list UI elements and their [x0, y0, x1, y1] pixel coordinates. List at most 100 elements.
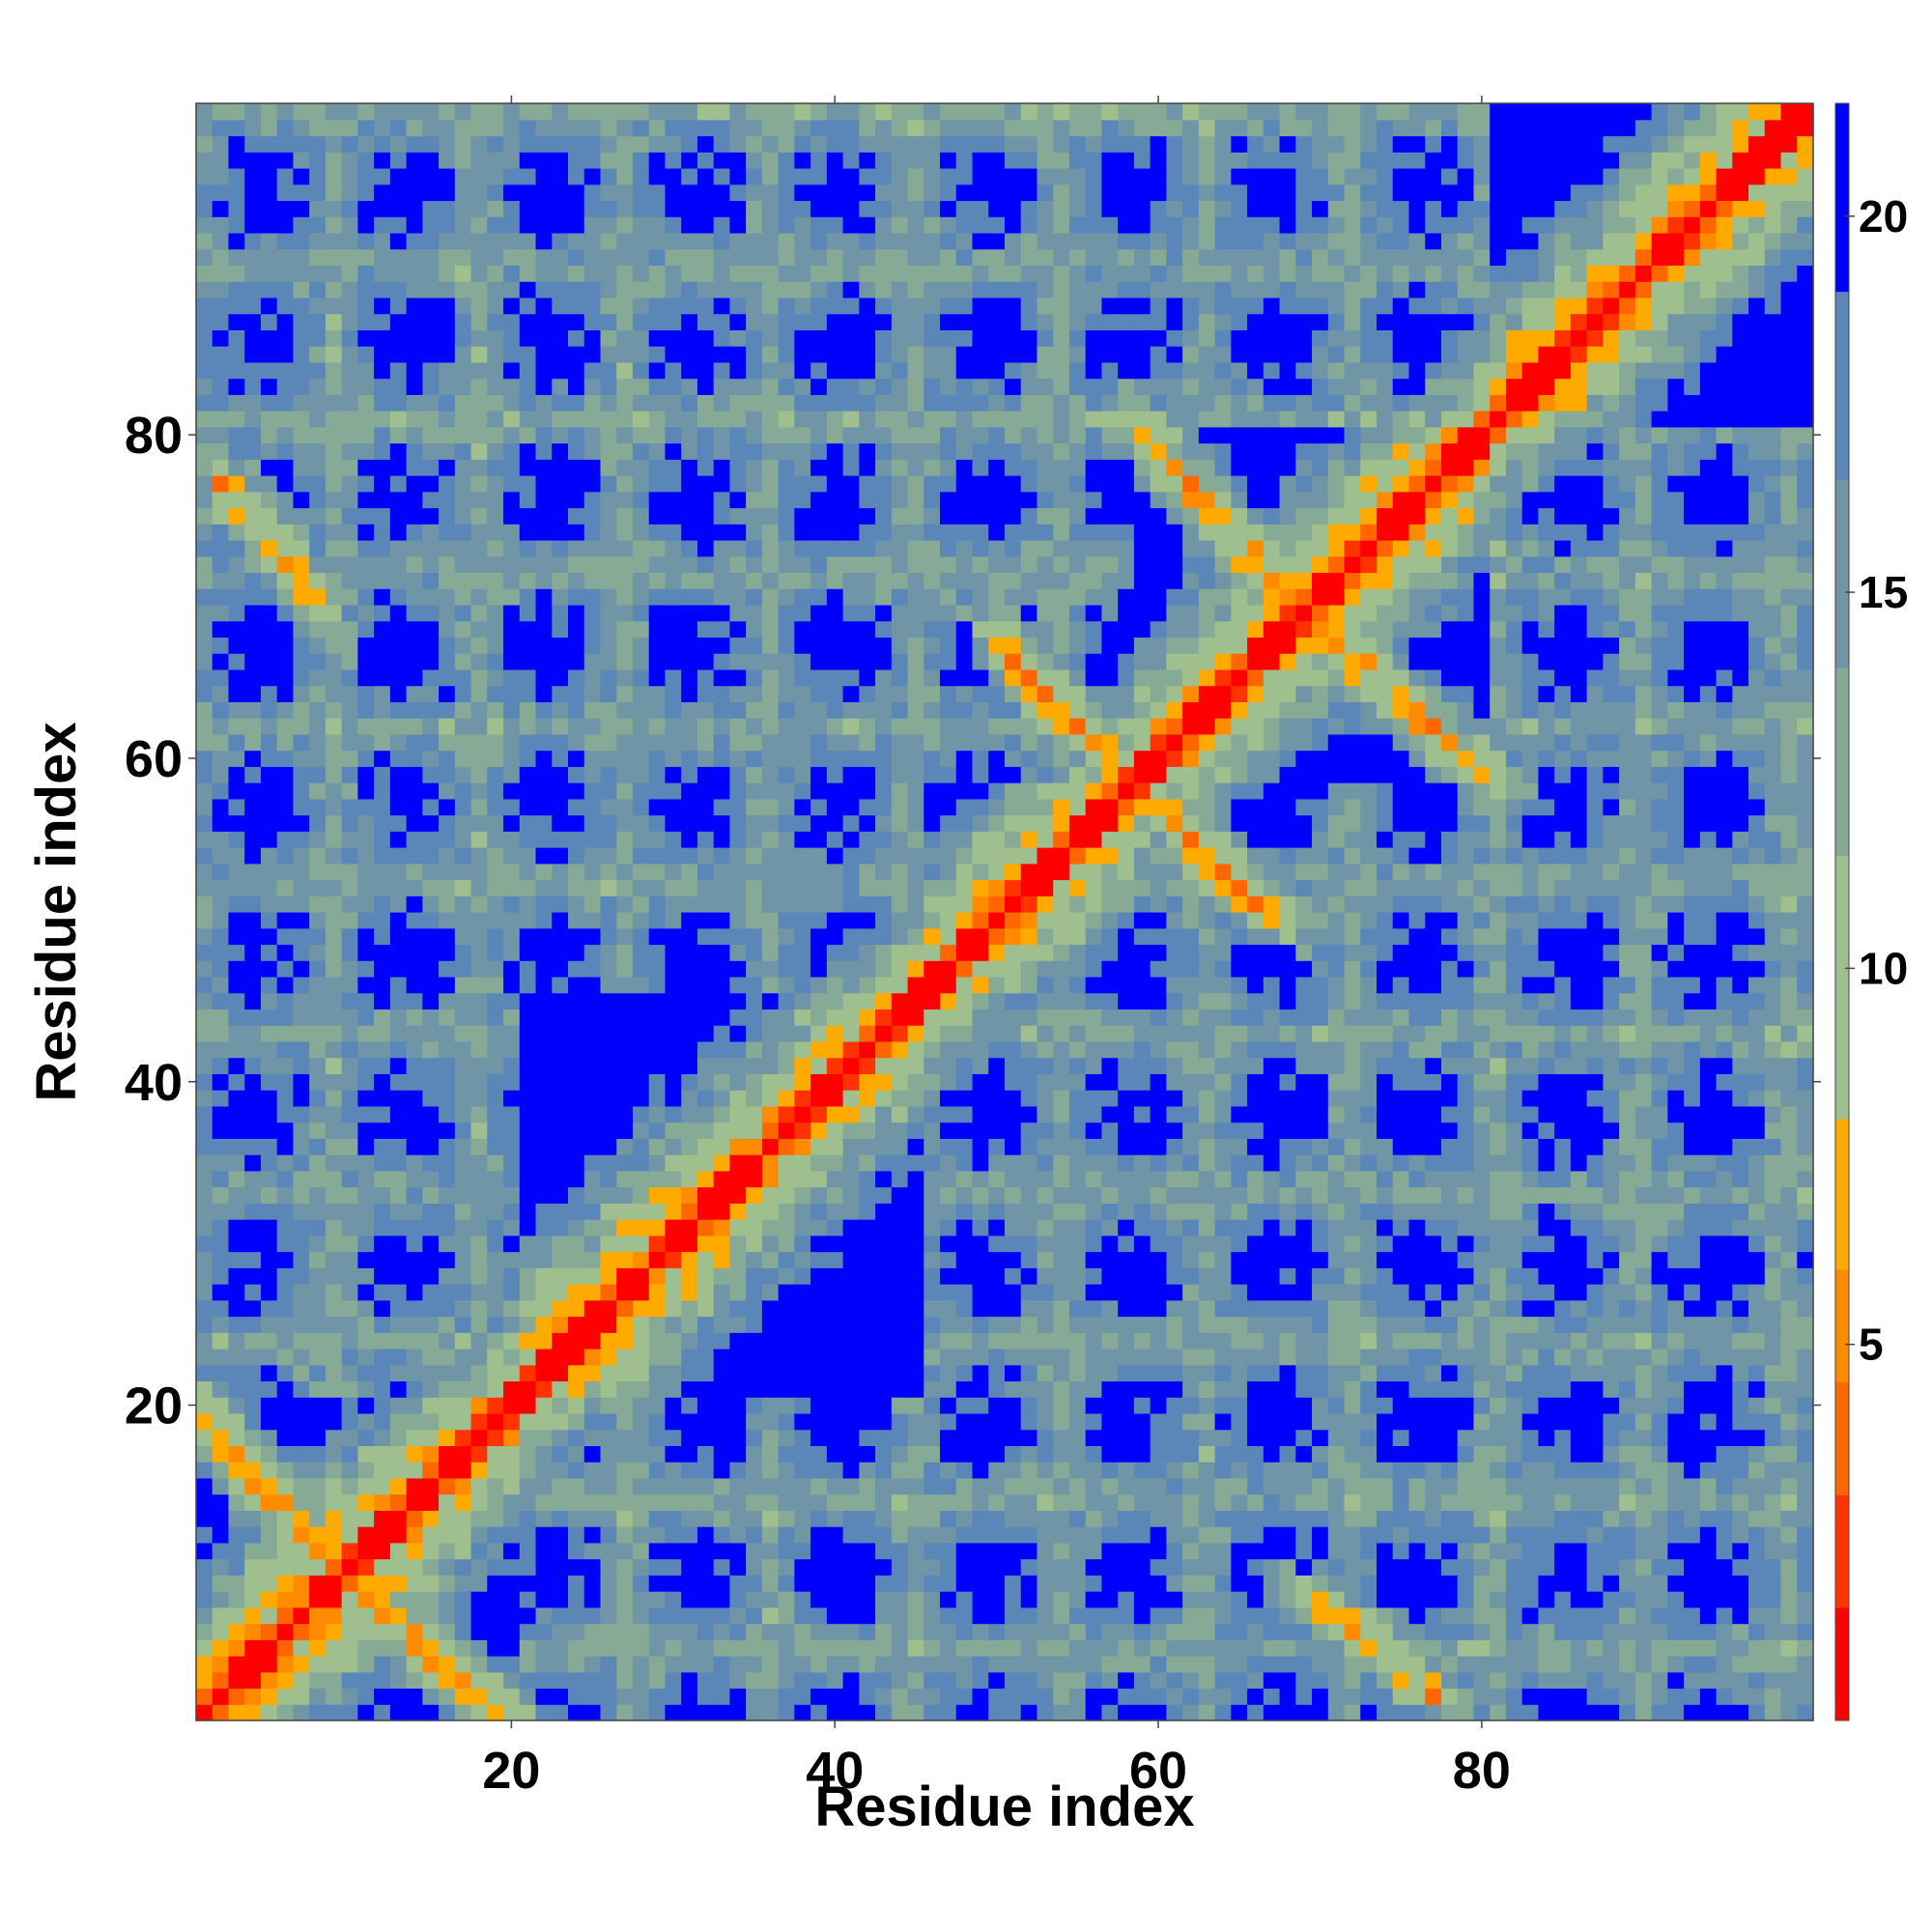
heatmap-cell — [891, 1704, 909, 1721]
heatmap-cell — [535, 847, 553, 865]
heatmap-cell — [374, 1656, 391, 1673]
heatmap-cell — [842, 718, 860, 735]
heatmap-cell — [729, 1606, 747, 1625]
heatmap-cell — [665, 1606, 682, 1625]
heatmap-cell — [778, 232, 795, 250]
heatmap-cell — [568, 847, 585, 865]
heatmap-cell — [600, 135, 617, 153]
heatmap-cell — [616, 1477, 634, 1495]
heatmap-cell — [600, 912, 617, 929]
heatmap-cell — [519, 572, 537, 589]
heatmap-cell — [616, 475, 634, 493]
heatmap-cell — [696, 1477, 715, 1495]
heatmap-cell — [374, 135, 391, 153]
heatmap-cell — [487, 798, 504, 816]
heatmap-cell — [761, 1639, 780, 1657]
heatmap-cell — [907, 1009, 924, 1026]
heatmap-cell — [568, 653, 585, 670]
heatmap-cell — [519, 1704, 537, 1721]
heatmap-cell — [583, 1186, 602, 1204]
heatmap-cell — [761, 394, 780, 412]
heatmap-cell — [696, 766, 715, 783]
heatmap-cell — [196, 1170, 213, 1188]
heatmap-cell — [648, 1090, 667, 1107]
heatmap-cell — [487, 1073, 504, 1091]
heatmap-cell — [794, 733, 811, 752]
heatmap-cell — [260, 1348, 278, 1366]
heatmap-cell — [276, 1299, 295, 1318]
heatmap-cell — [503, 539, 521, 557]
heatmap-cell — [470, 103, 488, 121]
heatmap-cell — [519, 1477, 537, 1495]
heatmap-cell — [616, 297, 634, 315]
heatmap-cell — [907, 798, 924, 816]
heatmap-cell — [357, 394, 375, 412]
heatmap-cell — [746, 1219, 763, 1236]
heatmap-cell — [325, 798, 343, 816]
heatmap-cell — [325, 1170, 343, 1188]
heatmap-cell — [761, 1138, 780, 1155]
heatmap-cell — [842, 1429, 860, 1447]
heatmap-cell — [583, 313, 602, 330]
heatmap-cell — [696, 1235, 715, 1253]
heatmap-cell — [389, 927, 408, 946]
heatmap-cell — [503, 653, 521, 670]
heatmap-cell — [600, 1073, 617, 1091]
heatmap-cell — [325, 442, 343, 460]
heatmap-cell — [406, 281, 423, 298]
heatmap-cell — [859, 119, 876, 137]
heatmap-cell — [276, 1284, 295, 1301]
heatmap-cell — [470, 184, 488, 202]
heatmap-cell — [552, 1397, 569, 1414]
heatmap-cell — [616, 103, 634, 121]
heatmap-cell — [503, 912, 521, 929]
heatmap-cell — [293, 976, 310, 994]
heatmap-cell — [470, 1284, 488, 1301]
heatmap-cell — [891, 604, 909, 622]
heatmap-cell — [228, 1591, 245, 1608]
heatmap-cell — [632, 1656, 650, 1673]
heatmap-cell — [228, 119, 245, 137]
heatmap-cell — [212, 103, 230, 121]
heatmap-cell — [406, 831, 423, 848]
heatmap-cell — [923, 442, 941, 460]
heatmap-cell — [988, 1299, 1006, 1318]
heatmap-cell — [907, 992, 924, 1010]
heatmap-cell — [389, 119, 408, 137]
heatmap-cell — [406, 653, 423, 670]
heatmap-cell — [212, 216, 230, 234]
heatmap-cell — [842, 620, 860, 639]
heatmap-cell — [778, 378, 795, 395]
heatmap-cell — [212, 944, 230, 961]
heatmap-cell — [794, 1493, 811, 1511]
heatmap-cell — [244, 216, 262, 234]
heatmap-cell — [212, 1203, 230, 1220]
heatmap-cell — [955, 184, 974, 202]
heatmap-cell — [439, 524, 456, 541]
heatmap-cell — [503, 555, 521, 574]
heatmap-cell — [406, 1348, 423, 1366]
heatmap-cell — [487, 1526, 504, 1544]
heatmap-cell — [503, 733, 521, 752]
heatmap-cell — [794, 1090, 811, 1107]
heatmap-cell — [729, 103, 747, 121]
heatmap-cell — [826, 1671, 844, 1690]
heatmap-cell — [552, 297, 569, 315]
heatmap-cell — [583, 1493, 602, 1511]
heatmap-cell — [583, 1057, 602, 1074]
heatmap-cell — [568, 232, 585, 250]
heatmap-cell — [276, 1170, 295, 1188]
heatmap-cell — [729, 1186, 747, 1204]
heatmap-cell — [470, 927, 488, 946]
heatmap-cell — [341, 1073, 358, 1091]
heatmap-cell — [600, 200, 617, 217]
heatmap-cell — [761, 1623, 780, 1640]
heatmap-cell — [341, 313, 358, 330]
heatmap-cell — [891, 1688, 909, 1705]
heatmap-cell — [923, 1445, 941, 1463]
heatmap-cell — [810, 1445, 828, 1463]
heatmap-cell — [600, 895, 617, 913]
heatmap-cell — [859, 1462, 876, 1479]
heatmap-cell — [761, 491, 780, 509]
heatmap-cell — [600, 572, 617, 589]
